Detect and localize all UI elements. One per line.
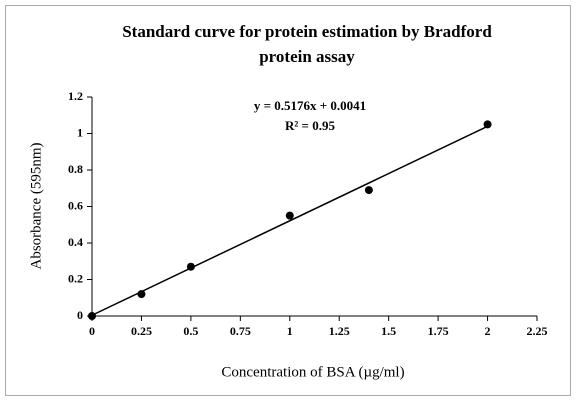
- x-tick-label: 0.75: [230, 324, 251, 338]
- x-tick-label: 0.5: [183, 324, 198, 338]
- data-point: [186, 262, 195, 271]
- x-tick-label: 2: [485, 324, 491, 338]
- y-tick-label: 0: [77, 308, 83, 322]
- data-point: [88, 312, 96, 320]
- chart-title: protein assay: [259, 47, 355, 66]
- y-tick-label: 0.6: [68, 198, 83, 212]
- y-axis-label: Absorbance (595nm): [28, 142, 44, 269]
- trendline: [91, 125, 488, 316]
- x-tick-label: 0.25: [131, 324, 152, 338]
- r-squared: R² = 0.95: [285, 118, 335, 133]
- y-tick-label: 1: [77, 125, 83, 139]
- trendline-equation: y = 0.5176x + 0.0041: [254, 98, 366, 113]
- x-tick-label: 0: [89, 324, 95, 338]
- y-tick-label: 0.8: [68, 162, 83, 176]
- data-point: [137, 290, 146, 299]
- x-axis-label: Concentration of BSA (µg/ml): [221, 364, 404, 380]
- x-tick-label: 1.25: [329, 324, 350, 338]
- data-point: [483, 120, 492, 129]
- chart-title: Standard curve for protein estimation by…: [122, 22, 492, 41]
- x-tick-label: 2.25: [527, 324, 548, 338]
- data-point: [285, 211, 294, 220]
- x-tick-label: 1.75: [428, 324, 449, 338]
- chart-border: [5, 5, 571, 396]
- y-tick-label: 0.2: [68, 271, 83, 285]
- y-tick-label: 0.4: [68, 235, 83, 249]
- x-tick-label: 1.5: [381, 324, 396, 338]
- y-tick-label: 1.2: [68, 89, 83, 103]
- x-tick-label: 1: [287, 324, 293, 338]
- data-point: [364, 186, 373, 195]
